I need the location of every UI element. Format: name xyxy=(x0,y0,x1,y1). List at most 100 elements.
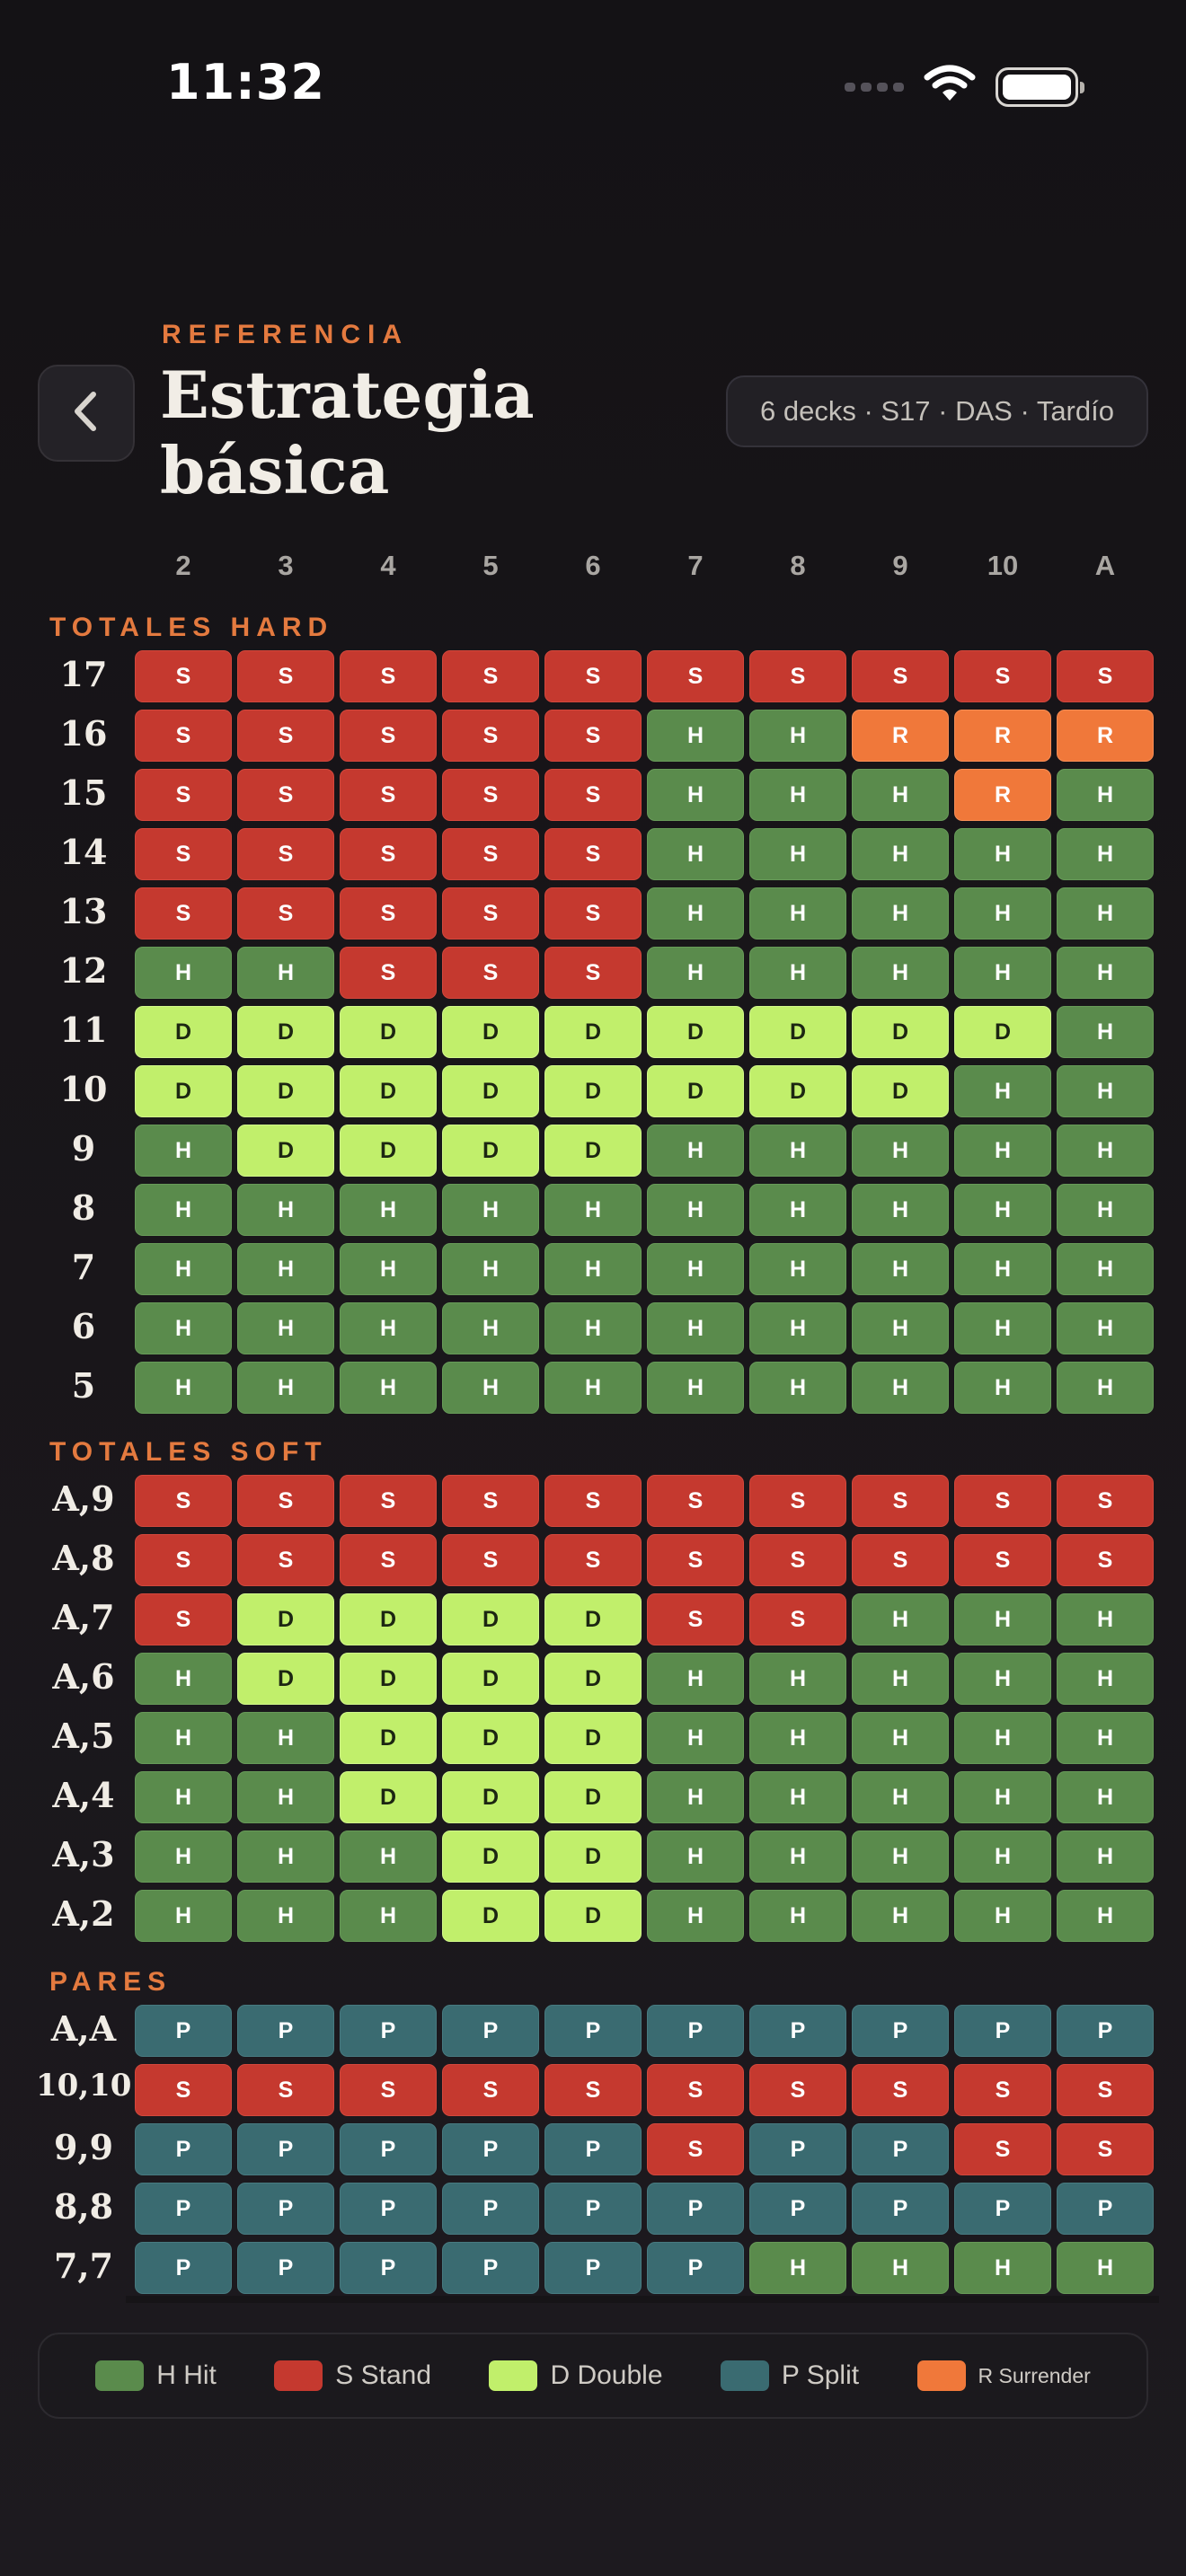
strategy-cell[interactable]: H xyxy=(544,1362,642,1414)
strategy-cell[interactable]: H xyxy=(1057,887,1154,940)
strategy-cell[interactable]: P xyxy=(954,2183,1051,2235)
strategy-cell[interactable]: H xyxy=(954,1712,1051,1764)
strategy-cell[interactable]: S xyxy=(749,1593,846,1645)
strategy-cell[interactable]: S xyxy=(340,828,437,880)
strategy-cell[interactable]: P xyxy=(135,2242,232,2294)
strategy-cell[interactable]: H xyxy=(237,1243,334,1295)
strategy-cell[interactable]: P xyxy=(442,2183,539,2235)
strategy-cell[interactable]: D xyxy=(442,1006,539,1058)
strategy-cell[interactable]: S xyxy=(237,1475,334,1527)
strategy-cell[interactable]: S xyxy=(1057,1534,1154,1586)
strategy-cell[interactable]: H xyxy=(135,947,232,999)
strategy-cell[interactable]: S xyxy=(442,769,539,821)
strategy-cell[interactable]: H xyxy=(954,1065,1051,1117)
strategy-cell[interactable]: S xyxy=(340,1475,437,1527)
strategy-cell[interactable]: H xyxy=(340,1831,437,1883)
strategy-cell[interactable]: S xyxy=(647,2123,744,2175)
strategy-cell[interactable]: H xyxy=(135,1771,232,1823)
strategy-cell[interactable]: P xyxy=(544,2005,642,2057)
strategy-cell[interactable]: H xyxy=(954,1890,1051,1942)
strategy-cell[interactable]: H xyxy=(237,1362,334,1414)
strategy-cell[interactable]: S xyxy=(442,887,539,940)
strategy-cell[interactable]: H xyxy=(1057,1831,1154,1883)
strategy-cell[interactable]: H xyxy=(135,1362,232,1414)
strategy-cell[interactable]: P xyxy=(852,2123,949,2175)
strategy-cell[interactable]: S xyxy=(749,2064,846,2116)
strategy-cell[interactable]: H xyxy=(852,1184,949,1236)
strategy-cell[interactable]: H xyxy=(954,1243,1051,1295)
strategy-cell[interactable]: H xyxy=(647,1362,744,1414)
strategy-cell[interactable]: S xyxy=(135,887,232,940)
strategy-cell[interactable]: D xyxy=(135,1006,232,1058)
strategy-cell[interactable]: S xyxy=(647,1534,744,1586)
strategy-cell[interactable]: P xyxy=(749,2005,846,2057)
strategy-cell[interactable]: P xyxy=(237,2005,334,2057)
strategy-cell[interactable]: H xyxy=(135,1831,232,1883)
strategy-cell[interactable]: H xyxy=(544,1302,642,1354)
strategy-cell[interactable]: H xyxy=(647,947,744,999)
strategy-cell[interactable]: H xyxy=(237,1712,334,1764)
strategy-cell[interactable]: D xyxy=(442,1771,539,1823)
strategy-cell[interactable]: D xyxy=(544,1831,642,1883)
strategy-cell[interactable]: D xyxy=(442,1831,539,1883)
strategy-cell[interactable]: H xyxy=(442,1362,539,1414)
strategy-cell[interactable]: D xyxy=(647,1006,744,1058)
strategy-cell[interactable]: H xyxy=(647,1771,744,1823)
strategy-cell[interactable]: P xyxy=(135,2005,232,2057)
strategy-cell[interactable]: H xyxy=(852,1831,949,1883)
strategy-cell[interactable]: D xyxy=(544,1125,642,1177)
strategy-cell[interactable]: H xyxy=(954,887,1051,940)
strategy-cell[interactable]: P xyxy=(544,2123,642,2175)
strategy-cell[interactable]: S xyxy=(442,650,539,702)
strategy-cell[interactable]: S xyxy=(135,1475,232,1527)
strategy-cell[interactable]: H xyxy=(1057,1593,1154,1645)
strategy-cell[interactable]: H xyxy=(749,828,846,880)
strategy-cell[interactable]: P xyxy=(749,2123,846,2175)
strategy-cell[interactable]: D xyxy=(442,1593,539,1645)
strategy-cell[interactable]: P xyxy=(647,2242,744,2294)
strategy-cell[interactable]: H xyxy=(749,1890,846,1942)
strategy-cell[interactable]: H xyxy=(852,1712,949,1764)
strategy-cell[interactable]: H xyxy=(852,1362,949,1414)
strategy-cell[interactable]: H xyxy=(852,769,949,821)
strategy-cell[interactable]: H xyxy=(1057,1184,1154,1236)
strategy-cell[interactable]: S xyxy=(135,1593,232,1645)
strategy-cell[interactable]: S xyxy=(135,710,232,762)
strategy-cell[interactable]: S xyxy=(647,1475,744,1527)
strategy-cell[interactable]: H xyxy=(954,828,1051,880)
strategy-cell[interactable]: S xyxy=(135,769,232,821)
strategy-cell[interactable]: S xyxy=(237,2064,334,2116)
strategy-cell[interactable]: S xyxy=(954,1475,1051,1527)
strategy-cell[interactable]: S xyxy=(1057,1475,1154,1527)
strategy-cell[interactable]: H xyxy=(647,1712,744,1764)
strategy-cell[interactable]: H xyxy=(749,1653,846,1705)
strategy-cell[interactable]: H xyxy=(749,1831,846,1883)
strategy-cell[interactable]: H xyxy=(852,1653,949,1705)
strategy-cell[interactable]: D xyxy=(749,1065,846,1117)
strategy-cell[interactable]: H xyxy=(749,1302,846,1354)
strategy-cell[interactable]: R xyxy=(954,769,1051,821)
strategy-cell[interactable]: D xyxy=(544,1890,642,1942)
strategy-cell[interactable]: H xyxy=(749,710,846,762)
strategy-cell[interactable]: S xyxy=(135,1534,232,1586)
strategy-cell[interactable]: H xyxy=(749,769,846,821)
strategy-cell[interactable]: S xyxy=(544,769,642,821)
strategy-cell[interactable]: H xyxy=(852,1593,949,1645)
strategy-cell[interactable]: D xyxy=(340,1712,437,1764)
strategy-cell[interactable]: D xyxy=(442,1125,539,1177)
strategy-cell[interactable]: H xyxy=(954,1302,1051,1354)
strategy-cell[interactable]: D xyxy=(852,1006,949,1058)
strategy-cell[interactable]: S xyxy=(954,1534,1051,1586)
strategy-cell[interactable]: P xyxy=(135,2183,232,2235)
strategy-cell[interactable]: S xyxy=(237,710,334,762)
strategy-cell[interactable]: H xyxy=(852,887,949,940)
strategy-cell[interactable]: D xyxy=(340,1006,437,1058)
strategy-cell[interactable]: P xyxy=(1057,2183,1154,2235)
strategy-cell[interactable]: H xyxy=(647,1831,744,1883)
strategy-cell[interactable]: S xyxy=(340,2064,437,2116)
strategy-cell[interactable]: H xyxy=(1057,828,1154,880)
strategy-cell[interactable]: H xyxy=(135,1125,232,1177)
strategy-cell[interactable]: S xyxy=(340,887,437,940)
strategy-cell[interactable]: P xyxy=(237,2242,334,2294)
strategy-cell[interactable]: H xyxy=(647,1653,744,1705)
